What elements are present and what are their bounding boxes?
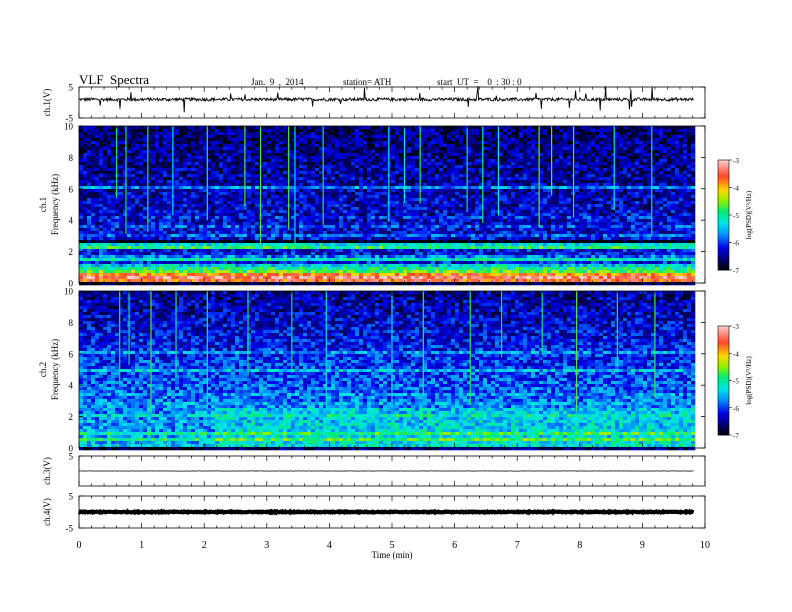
ch1-spectrogram-cbar-tick-3: -6 [733,240,739,248]
ch3-waveform-ylabel: ch.3(V) [42,457,52,485]
ch4-waveform-trace [77,508,695,516]
ch1-spectrogram-cbar-tick-2: -5 [733,212,739,220]
ch2-spectrogram-cbar-tick-0: -3 [733,323,739,331]
header-station: station= ATH [343,77,392,87]
xtick-label-4: 4 [327,540,332,551]
xtick-label-2: 2 [202,540,207,551]
ch3-waveform-ytick-0: 5 [69,452,74,462]
ch4-waveform-ytick-0: 5 [69,492,74,502]
ch2-spectrogram-ylabel-ch: ch.2 [38,362,48,377]
xtick-label-1: 1 [139,540,144,551]
ch2-spectrogram-ytick-2: 4 [69,381,74,391]
ch4-waveform-ylabel: ch.4(V) [42,498,52,526]
ch1-spectrogram-colorbar: -3 -4 -5 -6 -7 log(PSD)(V²/Hz) [717,157,753,275]
ch2-spectrogram-ytick-0: 0 [69,444,74,454]
ch1-spectrogram-ytick-1: 2 [69,247,74,257]
ch2-spectrogram-ytick-4: 8 [69,318,74,328]
ch1-spectrogram-cbar-tick-1: -4 [733,185,739,193]
ch2-spectrogram-ytick-1: 2 [69,412,74,422]
ch1-spectrogram [79,126,696,286]
ch1-spectrogram-ytick-2: 4 [69,216,74,226]
xtick-label-6: 6 [452,540,457,551]
x-axis-label: Time (min) [372,550,413,560]
xtick-label-7: 7 [515,540,520,551]
ch1-spectrogram-ylabel-ch: ch.1 [38,197,48,212]
ch1-spectrogram-ytick-0: 0 [69,279,74,289]
ch1-waveform-ytick-1: -5 [66,114,74,124]
ch2-spectrogram-ytick-5: 10 [64,287,74,297]
ch1-spectrogram-ytick-4: 8 [69,153,74,163]
header-start-ut: start UT = 0 : 30 : 0 [437,77,522,87]
header-date: Jan. 9 , 2014 [251,77,304,87]
ch1-spectrogram-cbar-label: log(PSD)(V²/Hz) [745,190,753,239]
ch2-spectrogram-colorbar: -3 -4 -5 -6 -7 log(PSD)(V²/Hz) [717,323,753,440]
ch1-waveform-trace [78,85,694,113]
ch1-waveform-ylabel: ch.1(V) [42,89,52,117]
xtick-label-9: 9 [640,540,645,551]
xtick-label-8: 8 [577,540,582,551]
ch2-spectrogram-cbar-label: log(PSD)(V²/Hz) [745,356,753,405]
ch2-spectrogram-cbar-tick-4: -7 [733,432,739,440]
ch2-spectrogram-ytick-3: 6 [69,349,74,359]
header-title: VLF Spectra [79,72,150,87]
xtick-label-10: 10 [700,540,710,551]
ch4-waveform-ytick-1: -5 [66,524,74,534]
ch2-spectrogram-cbar-tick-2: -5 [733,378,739,386]
ch2-spectrogram-cbar-tick-3: -6 [733,405,739,413]
xtick-label-5: 5 [390,540,395,551]
ch1-spectrogram-cbar-tick-0: -3 [733,157,739,165]
ch1-spectrogram-ytick-5: 10 [64,122,74,132]
xtick-label-3: 3 [264,540,269,551]
ch1-spectrogram-ylabel: Frequency (kHz) [50,174,60,235]
ch1-spectrogram-cbar-tick-4: -7 [733,267,739,275]
ch1-spectrogram-ytick-3: 6 [69,184,74,194]
ch2-spectrogram [79,291,696,451]
ch1-waveform-ytick-0: 5 [69,83,74,93]
xtick-label-0: 0 [77,540,82,551]
ch2-spectrogram-ylabel: Frequency (kHz) [50,339,60,400]
ch2-spectrogram-cbar-tick-1: -4 [733,350,739,358]
